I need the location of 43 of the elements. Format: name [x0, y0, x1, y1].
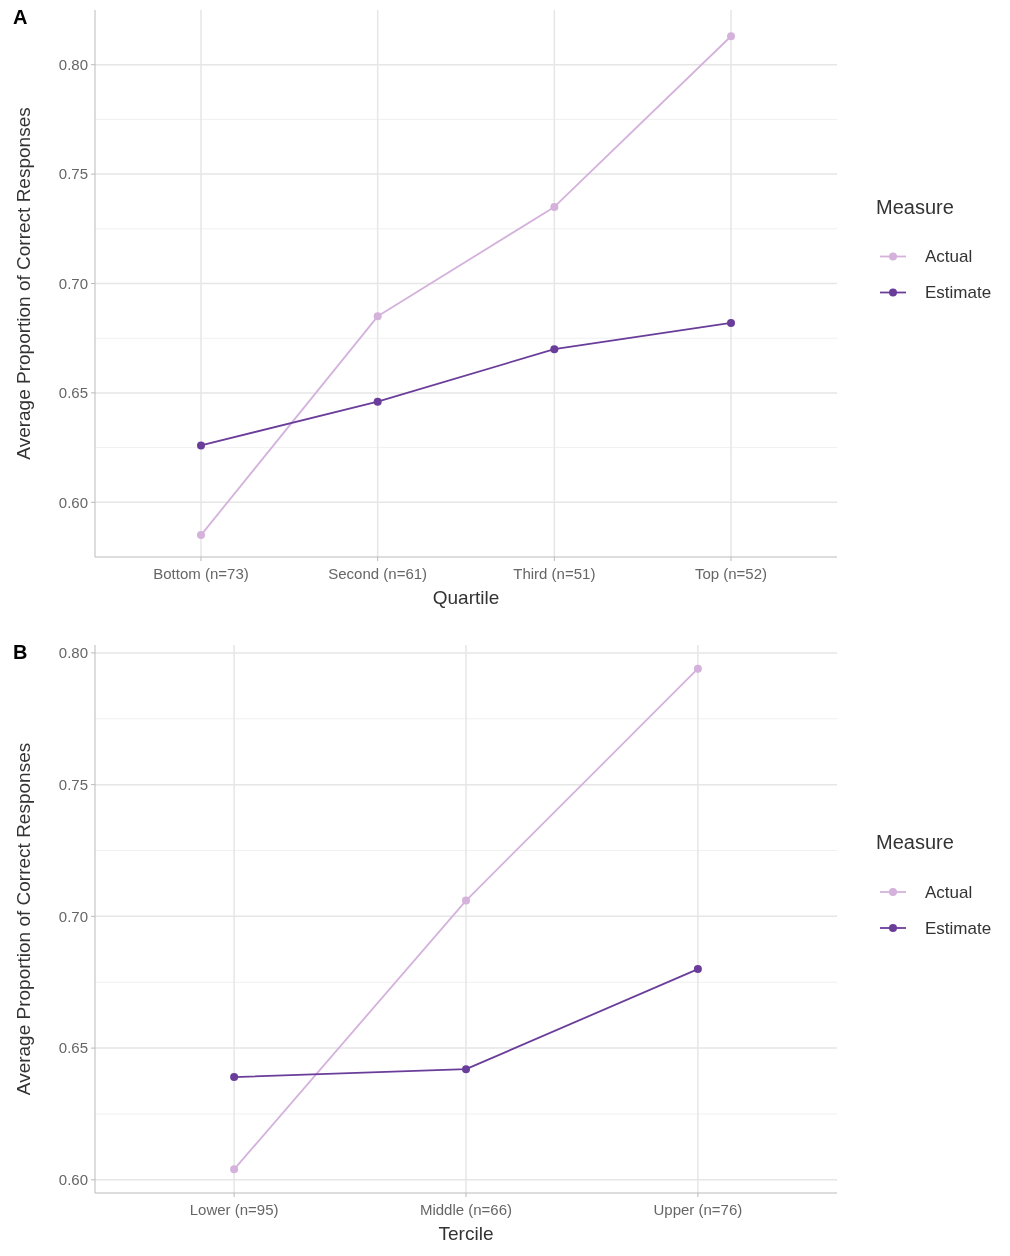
x-tick-label: Upper (n=76): [653, 1201, 743, 1218]
point: [550, 345, 559, 354]
y-tick-label: 0.80: [58, 644, 88, 662]
x-tick-label: Middle (n=66): [419, 1201, 513, 1218]
x-tick-label: Second (n=61): [328, 565, 428, 582]
point: [373, 312, 382, 321]
x-tick-label: Bottom (n=73): [153, 565, 249, 582]
legend-title: Measure: [876, 831, 954, 853]
y-axis-title: Average Proportion of Correct Responses: [13, 107, 34, 460]
point: [550, 202, 559, 211]
point: [373, 397, 382, 406]
legend-label: Actual: [925, 882, 973, 902]
x-axis-title: Quartile: [432, 587, 500, 608]
point: [693, 965, 702, 974]
legend-label: Estimate: [925, 283, 992, 303]
x-tick-label: Top (n=52): [694, 565, 768, 582]
y-tick-label: 0.65: [58, 1039, 88, 1057]
legend-title: Measure: [876, 195, 954, 218]
point: [727, 32, 735, 41]
legend-label: Estimate: [925, 918, 992, 938]
point: [727, 318, 735, 327]
point: [230, 1165, 239, 1174]
point: [197, 441, 205, 450]
point: [462, 1065, 470, 1074]
y-tick-label: 0.70: [58, 274, 88, 292]
legend-label: Actual: [925, 247, 973, 267]
point: [197, 531, 205, 540]
text: B: [13, 641, 28, 663]
x-tick-label: Third (n=51): [513, 565, 596, 582]
y-axis-title: Average Proportion of Correct Responses: [13, 742, 34, 1096]
y-tick-label: 0.65: [58, 384, 88, 402]
y-tick-label: 0.75: [58, 775, 88, 793]
y-tick-label: 0.70: [58, 907, 88, 925]
point: [462, 896, 470, 905]
point: [693, 664, 702, 673]
y-tick-label: 0.75: [58, 165, 88, 183]
y-tick-label: 0.80: [58, 55, 88, 73]
text: A: [13, 6, 28, 28]
point: [230, 1073, 239, 1082]
x-axis-title: Tercile: [438, 1223, 494, 1244]
x-tick-label: Lower (n=95): [189, 1201, 279, 1218]
y-tick-label: 0.60: [58, 1171, 88, 1189]
y-tick-label: 0.60: [58, 493, 88, 511]
